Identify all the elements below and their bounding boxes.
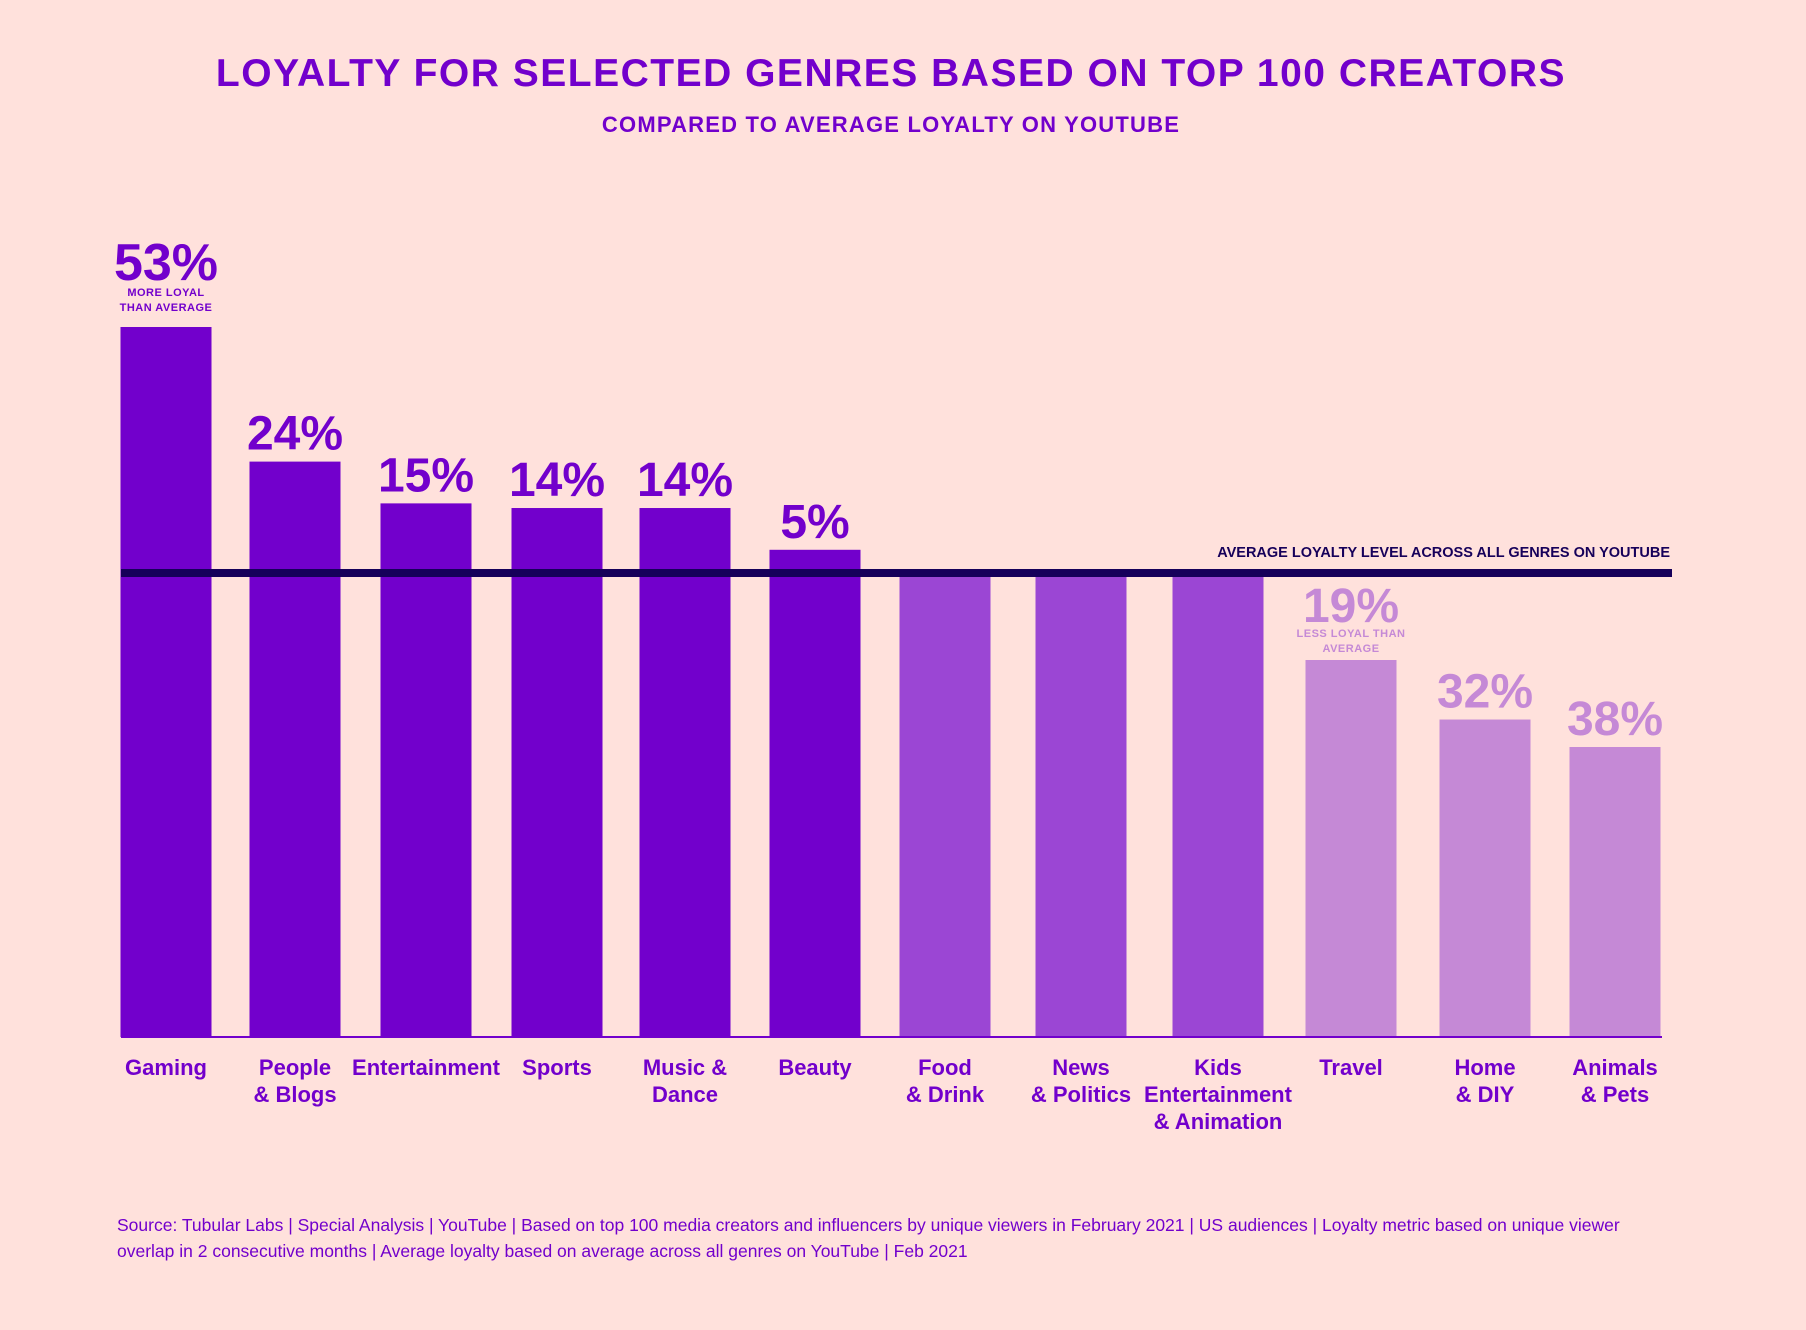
category-label-0: Gaming bbox=[125, 1055, 207, 1080]
average-line-label: AVERAGE LOYALTY LEVEL ACROSS ALL GENRES … bbox=[1217, 545, 1670, 561]
category-label-9: Travel bbox=[1319, 1055, 1383, 1080]
data-label-3: 14% bbox=[509, 454, 605, 507]
data-label-10: 32% bbox=[1437, 666, 1533, 719]
data-label-11: 38% bbox=[1567, 693, 1663, 746]
category-label-7: News & Politics bbox=[1031, 1055, 1131, 1107]
labels-layer: 53% Gaming 24% People & Blogs 15% Entertainmen… bbox=[114, 234, 1672, 1134]
bars-layer bbox=[120, 327, 1661, 1038]
bar-5 bbox=[769, 549, 861, 1037]
bar-10 bbox=[1439, 719, 1531, 1037]
annotation-1: LESS LOYAL THAN AVERAGE bbox=[1297, 628, 1406, 655]
data-label-4: 14% bbox=[637, 454, 733, 507]
source-note: Source: Tubular Labs | Special Analysis … bbox=[117, 1215, 1620, 1261]
category-label-6: Food & Drink bbox=[906, 1055, 985, 1107]
bar-6 bbox=[899, 573, 991, 1037]
bar-9 bbox=[1305, 660, 1397, 1037]
bar-1 bbox=[249, 461, 341, 1037]
bar-chart: 53% Gaming 24% People & Blogs 15% Entertainmen… bbox=[114, 234, 1672, 1134]
category-label-4: Music & Dance bbox=[643, 1055, 727, 1107]
data-label-5: 5% bbox=[780, 496, 849, 549]
data-label-1: 24% bbox=[247, 408, 343, 461]
data-label-9: 19% bbox=[1303, 580, 1399, 633]
category-label-5: Beauty bbox=[778, 1055, 852, 1080]
category-label-3: Sports bbox=[522, 1055, 592, 1080]
bar-3 bbox=[511, 508, 603, 1037]
annotation-0: MORE LOYAL THAN AVERAGE bbox=[120, 287, 213, 314]
data-label-0: 53% bbox=[114, 234, 218, 292]
bar-7 bbox=[1035, 573, 1127, 1037]
category-label-1: People & Blogs bbox=[253, 1055, 336, 1107]
bar-0 bbox=[120, 327, 212, 1037]
chart-subtitle: COMPARED TO AVERAGE LOYALTY ON YOUTUBE bbox=[601, 112, 1181, 137]
category-label-2: Entertainment bbox=[352, 1055, 501, 1080]
chart-title: LOYALTY FOR SELECTED GENRES BASED ON TOP… bbox=[215, 52, 1567, 95]
category-label-8: Kids Entertainment & Animation bbox=[1144, 1055, 1293, 1134]
bar-2 bbox=[380, 503, 472, 1038]
data-label-2: 15% bbox=[378, 449, 474, 502]
category-label-11: Animals & Pets bbox=[1572, 1055, 1658, 1107]
bar-11 bbox=[1569, 747, 1661, 1037]
bar-8 bbox=[1172, 573, 1264, 1037]
bar-4 bbox=[639, 508, 731, 1037]
category-label-10: Home & DIY bbox=[1454, 1055, 1515, 1107]
